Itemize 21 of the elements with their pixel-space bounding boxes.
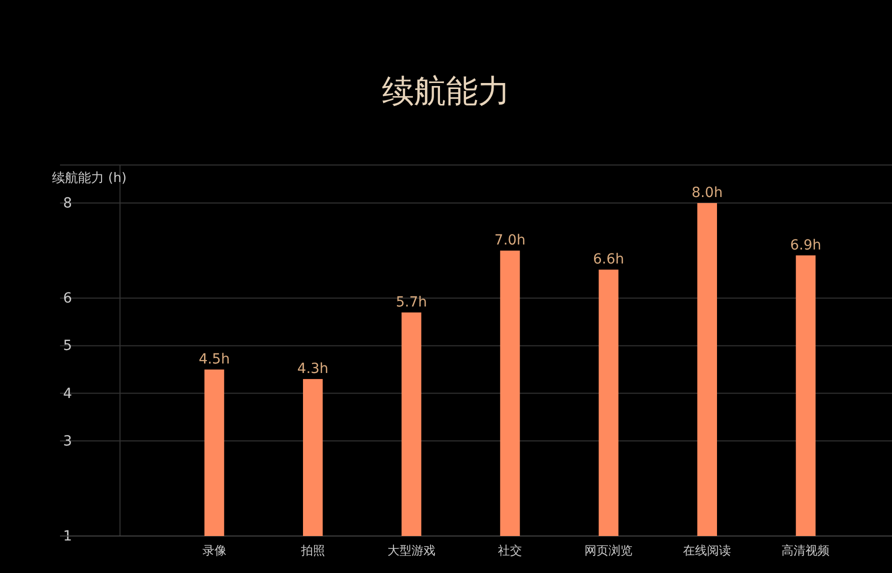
x-tick-label: 拍照 — [300, 544, 325, 558]
data-label: 7.0h — [494, 232, 526, 249]
data-label: 4.5h — [198, 352, 230, 368]
chart-title: 续航能力 — [382, 72, 510, 110]
x-tick-label: 录像 — [202, 544, 226, 558]
y-tick-label: 6 — [63, 290, 72, 307]
data-label: 4.3h — [297, 361, 328, 378]
y-tick-label: 3 — [63, 433, 72, 450]
y-tick-label: 4 — [63, 386, 72, 402]
x-tick-label: 大型游戏 — [387, 544, 436, 558]
x-tick-label: 社交 — [498, 544, 522, 558]
y-tick-label: 5 — [63, 338, 72, 354]
y-tick-label: 8 — [63, 196, 72, 212]
data-label: 5.7h — [396, 294, 427, 310]
x-tick-label: 在线阅读 — [683, 544, 732, 558]
data-label: 6.6h — [593, 252, 624, 268]
y-axis-title: 续航能力 (h) — [52, 171, 127, 186]
data-label: 6.9h — [790, 237, 822, 254]
x-tick-label: 高清视频 — [782, 544, 830, 558]
x-tick-label: 网页浏览 — [584, 544, 633, 558]
data-label: 8.0h — [692, 185, 723, 202]
